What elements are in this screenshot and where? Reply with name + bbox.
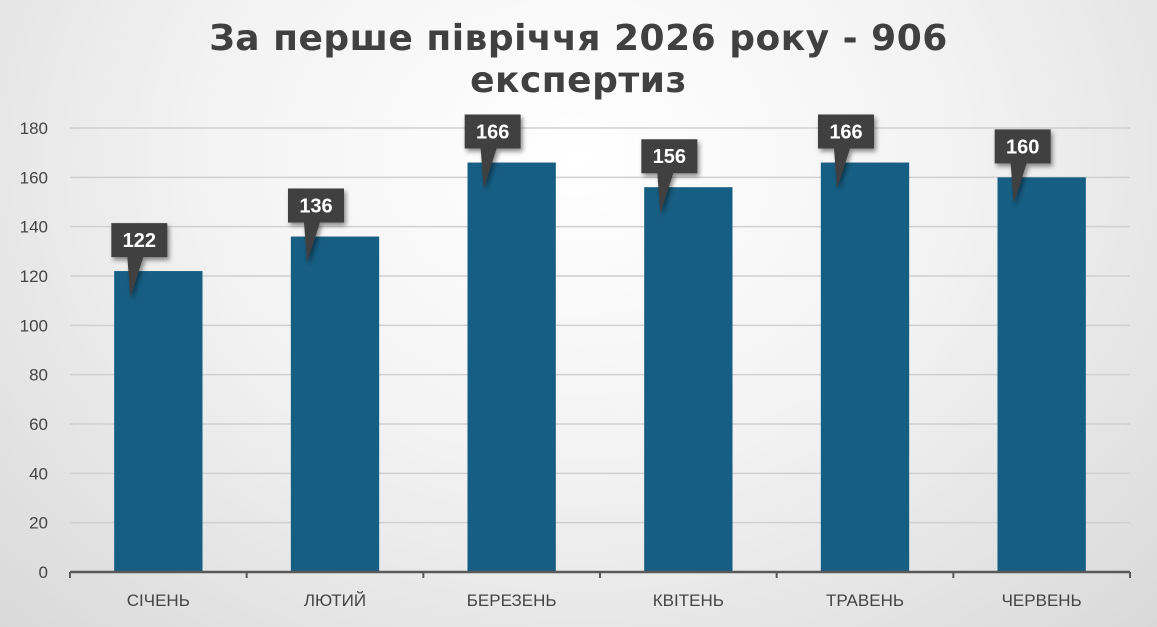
y-tick-label: 180 [20, 119, 48, 138]
x-category-label: БЕРЕЗЕНЬ [467, 591, 557, 610]
bar [114, 271, 203, 572]
data-label-value: 160 [1006, 136, 1039, 158]
data-label-value: 122 [123, 230, 156, 252]
data-label [464, 114, 521, 189]
gridlines [70, 127, 1130, 524]
data-label-callout [641, 139, 698, 214]
data-label-value: 156 [653, 146, 686, 168]
bars [114, 162, 1086, 573]
data-label [111, 223, 168, 298]
chart-title: За перше півріччя 2026 року - 906 експер… [0, 18, 1157, 102]
y-tick-label: 160 [20, 168, 48, 187]
x-category-label: ЛЮТИЙ [304, 591, 366, 610]
x-axis [69, 570, 1131, 578]
y-tick-label: 0 [39, 563, 48, 582]
data-label [994, 129, 1051, 204]
data-label-value: 136 [299, 196, 332, 218]
y-tick-label: 140 [20, 218, 48, 237]
data-label-value: 166 [829, 122, 862, 144]
chart-title-line-2: експертиз [470, 60, 687, 101]
data-label-callout [994, 129, 1051, 204]
y-tick-label: 20 [29, 514, 48, 533]
y-tick-label: 100 [20, 316, 48, 335]
x-category-label: ЧЕРВЕНЬ [1002, 591, 1082, 610]
x-category-label: СІЧЕНЬ [127, 591, 190, 610]
data-label [288, 188, 344, 263]
bar [997, 177, 1086, 573]
bar [467, 162, 556, 573]
chart-title-line-1: За перше півріччя 2026 року - 906 [209, 18, 948, 59]
y-tick-label: 80 [29, 366, 48, 385]
data-label [818, 114, 874, 189]
data-label-value: 166 [476, 122, 509, 144]
bar [290, 236, 380, 573]
bar [644, 187, 733, 572]
y-axis-ticks: 0 20 40 60 80 100 120 140 160 180 [20, 119, 48, 582]
data-labels: 122 136 166 156 166 160 [111, 114, 1051, 298]
data-label [641, 139, 698, 214]
bar [820, 162, 910, 573]
x-category-label: ТРАВЕНЬ [826, 591, 904, 610]
y-tick-label: 120 [20, 267, 48, 286]
y-tick-label: 40 [29, 464, 48, 483]
data-label-callout [818, 114, 874, 189]
data-label-callout [111, 223, 168, 298]
data-label-callout [288, 188, 344, 263]
x-axis-ticks: СІЧЕНЬ ЛЮТИЙ БЕРЕЗЕНЬ КВІТЕНЬ ТРАВЕНЬ ЧЕРВЕНЬ [127, 591, 1082, 610]
x-category-label: КВІТЕНЬ [653, 591, 724, 610]
data-label-callout [464, 114, 521, 189]
y-tick-label: 60 [29, 415, 48, 434]
